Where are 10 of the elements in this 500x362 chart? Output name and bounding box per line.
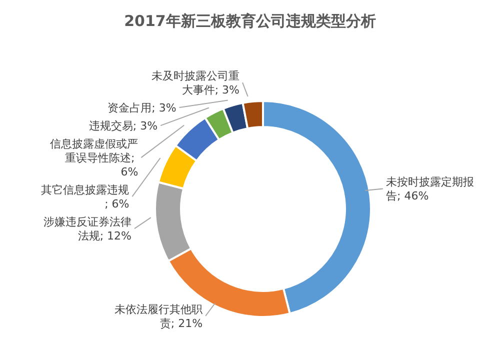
slice-label: 违规交易; 3% — [88, 120, 158, 133]
chart-title: 2017年新三板教育公司违规类型分析 — [123, 12, 377, 31]
slice-label: 未依法履行其他职责; 21% — [114, 302, 203, 330]
slice-label: 信息披露虚假或严重误导性陈述; 6% — [50, 138, 138, 179]
slice-label: 未按时披露定期报告; 46% — [386, 176, 474, 203]
slice-label: 其它信息披露违规 — [41, 184, 130, 197]
slice-label: 涉嫌违反证券法律法规; 12% — [43, 216, 132, 243]
slice-label: 未及时披露公司重大事件; 3% — [152, 70, 240, 97]
slice-label: 资金占用; 3% — [108, 102, 176, 115]
data-label: ; 6% — [104, 198, 130, 211]
